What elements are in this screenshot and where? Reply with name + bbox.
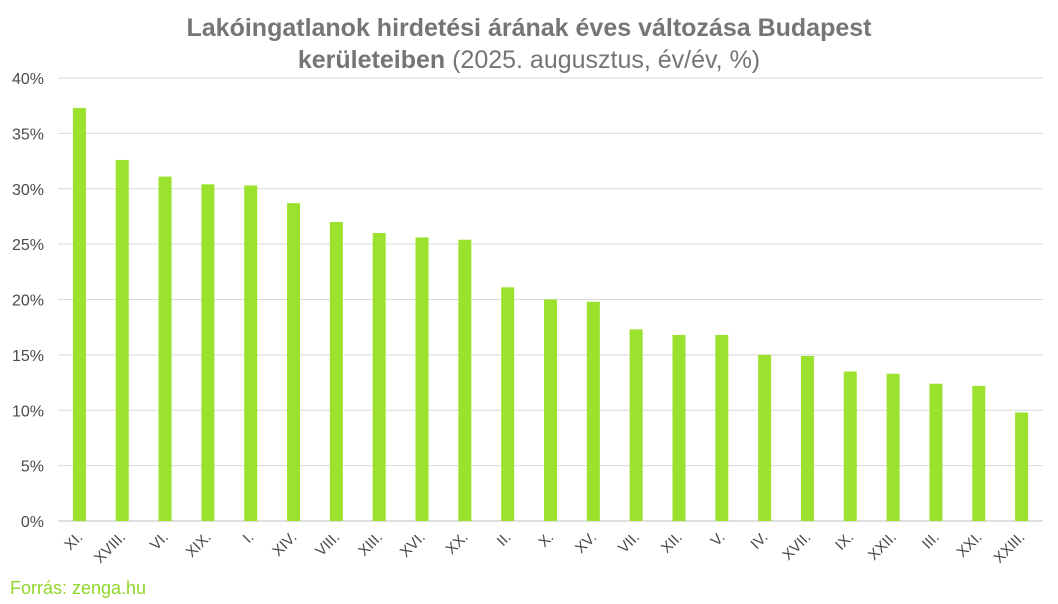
x-tick-label: XXI. — [954, 529, 986, 561]
chart-title-line2: kerületeiben (2025. augusztus, év/év, %) — [0, 44, 1058, 76]
bar — [929, 383, 943, 521]
bar — [115, 159, 129, 521]
x-tick-label: XIII. — [355, 529, 386, 560]
bar — [158, 176, 172, 521]
y-tick-label: 25% — [12, 237, 44, 254]
x-tick-label: II. — [494, 529, 515, 550]
x-tick-label: XI. — [61, 529, 86, 554]
x-tick-label: III. — [919, 529, 943, 553]
y-tick-label: 35% — [12, 126, 44, 143]
x-tick-label: VII. — [615, 529, 643, 557]
chart-title-bold: kerületeiben — [297, 46, 446, 74]
chart-title: Lakóingatlanok hirdetési árának éves vál… — [0, 12, 1058, 76]
bar — [458, 239, 472, 521]
x-tick-label: XVII. — [779, 529, 814, 564]
y-tick-label: 15% — [12, 348, 44, 365]
x-tick-label: XVIII. — [91, 529, 129, 567]
x-tick-label: XX. — [443, 529, 472, 558]
bar — [72, 107, 86, 521]
y-tick-label: 10% — [12, 403, 44, 420]
chart-title-line1: Lakóingatlanok hirdetési árának éves vál… — [186, 14, 872, 42]
bar — [843, 371, 857, 521]
x-tick-label: XXIII. — [990, 529, 1028, 567]
bar — [629, 329, 643, 521]
bar — [372, 233, 386, 522]
x-tick-label: VI. — [147, 529, 172, 554]
bar — [586, 301, 600, 521]
bar — [758, 354, 772, 521]
x-tick-label: XV. — [572, 529, 600, 557]
bar — [544, 299, 557, 521]
chart-title-rest: (2025. augusztus, év/év, %) — [445, 46, 761, 74]
x-tick-label: XIV. — [269, 529, 300, 560]
bar — [329, 221, 343, 521]
x-tick-label: VIII. — [312, 529, 343, 560]
y-tick-label: 30% — [12, 182, 44, 199]
x-tick-label: V. — [708, 529, 729, 550]
x-tick-label: XXII. — [865, 529, 900, 564]
bar — [415, 237, 429, 522]
bar — [201, 184, 215, 521]
source-note: Forrás: zenga.hu — [10, 578, 147, 598]
x-tick-label: XVI. — [397, 529, 429, 561]
x-tick-label: X. — [535, 529, 557, 551]
x-tick-label: XII. — [658, 529, 686, 557]
bar — [244, 185, 258, 522]
bar — [287, 203, 301, 521]
bar — [886, 373, 900, 521]
y-tick-label: 0% — [21, 514, 44, 531]
x-tick-label: IX. — [832, 529, 857, 554]
bar — [1015, 412, 1029, 521]
y-tick-label: 20% — [12, 293, 44, 310]
bar — [972, 385, 986, 521]
y-tick-label: 40% — [12, 71, 44, 88]
bar — [800, 355, 814, 521]
x-tick-label: XIX. — [183, 529, 215, 561]
bar — [672, 334, 686, 521]
y-tick-label: 5% — [21, 459, 44, 476]
bar — [715, 334, 729, 521]
x-tick-label: I. — [240, 529, 258, 547]
x-tick-label: IV. — [747, 529, 771, 553]
bar — [501, 287, 515, 521]
